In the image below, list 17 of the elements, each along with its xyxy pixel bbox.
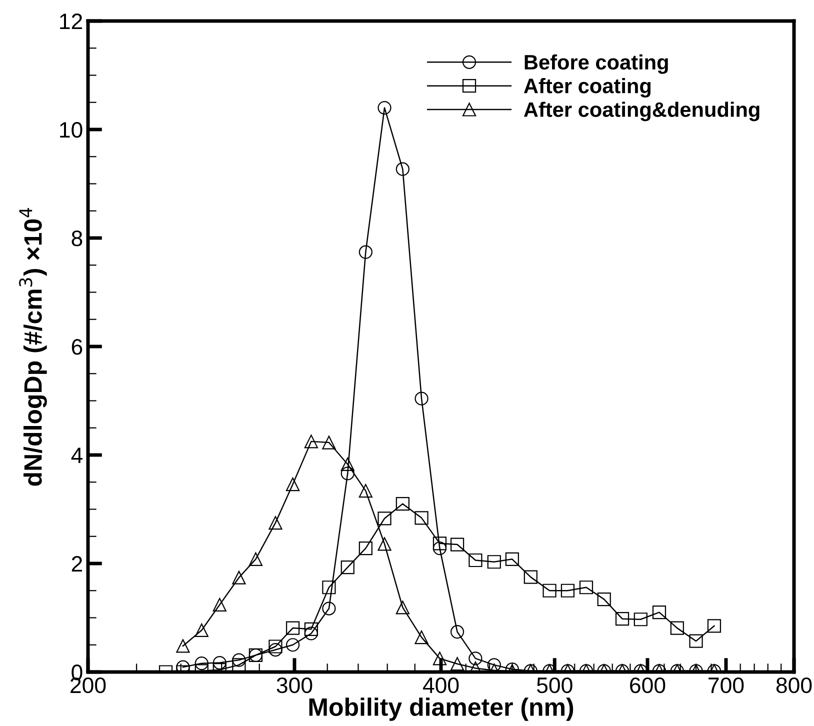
- y-tick-label: 4: [71, 448, 82, 464]
- y-tick-label: 12: [60, 14, 82, 30]
- legend-label: Before coating: [524, 54, 668, 74]
- x-tick-label: 600: [630, 677, 666, 694]
- y-tick-label: 6: [72, 339, 82, 355]
- x-tick-label: 300: [276, 677, 312, 694]
- x-tick-label: 800: [776, 677, 812, 694]
- legend-label: After coating: [524, 78, 651, 98]
- x-tick-label: 700: [708, 677, 744, 694]
- x-tick-label: 400: [422, 677, 459, 694]
- x-axis-title: Mobility diameter (nm): [309, 698, 574, 721]
- y-axis-title: dN/dlogDp (#/cm$^{3}$) ×10$^{4}$: [19, 208, 47, 486]
- y-tick-label: 2: [72, 556, 82, 572]
- x-tick-label: 500: [536, 677, 572, 694]
- y-tick-label: 10: [60, 122, 82, 138]
- y-tick-label: 8: [72, 230, 82, 246]
- legend-label: After coating&denuding: [524, 102, 760, 122]
